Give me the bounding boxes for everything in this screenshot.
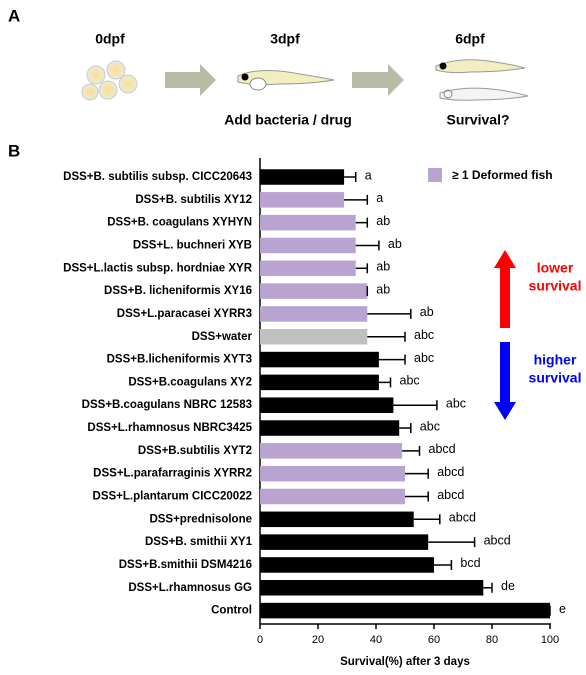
bar: [260, 420, 400, 436]
category-label: Control: [211, 605, 252, 617]
significance-label: bcd: [460, 556, 480, 570]
category-label: DSS+L.parafarraginis XYRR2: [93, 468, 252, 480]
larva: [237, 70, 335, 91]
significance-label: ab: [376, 214, 390, 228]
x-axis-title: Survival(%) after 3 days: [340, 656, 470, 668]
stage-label: 3dpf: [270, 31, 300, 47]
category-label: DSS+L.rhamnosus GG: [128, 582, 252, 594]
bar: [260, 260, 356, 277]
bar: [260, 306, 368, 322]
significance-label: ab: [376, 260, 390, 274]
panel-label: B: [8, 141, 20, 160]
bar: [260, 443, 403, 459]
arrow-label: higher: [534, 352, 577, 368]
significance-label: abcd: [437, 488, 464, 502]
arrow-label: survival: [529, 370, 582, 386]
significance-label: abc: [400, 374, 420, 388]
significance-label: de: [501, 579, 515, 593]
category-label: DSS+L.paracasei XYRR3: [117, 308, 252, 320]
significance-label: abcd: [449, 511, 476, 525]
bar: [260, 169, 345, 185]
bar: [260, 488, 405, 505]
category-label: DSS+B. subtilis XY12: [135, 194, 252, 206]
bar: [260, 237, 356, 254]
significance-label: a: [376, 191, 383, 205]
bar: [260, 328, 368, 345]
category-label: DSS+B.subtilis XYT2: [138, 445, 252, 457]
significance-label: ab: [376, 282, 390, 296]
step-label: Survival?: [446, 112, 509, 128]
bar: [260, 374, 379, 391]
panel-label: A: [8, 6, 20, 25]
category-label: DSS+L. buchneri XYB: [133, 240, 252, 252]
bar: [260, 580, 484, 596]
bar: [260, 397, 394, 413]
significance-label: abcd: [484, 533, 511, 547]
arrow-label: lower: [537, 260, 574, 276]
larva-dead: [439, 87, 529, 101]
category-label: DSS+L.plantarum CICC20022: [93, 491, 252, 503]
x-tick-label: 100: [541, 634, 559, 646]
stage-label: 0dpf: [95, 31, 125, 47]
category-label: DSS+B. licheniformis XY16: [104, 285, 252, 297]
arrow-label: survival: [529, 278, 582, 294]
category-label: DSS+B. smithii XY1: [145, 536, 253, 548]
category-label: DSS+B.licheniformis XYT3: [107, 354, 252, 366]
category-label: DSS+B. coagulans XYHYN: [107, 217, 252, 229]
category-label: DSS+B.coagulans XY2: [128, 376, 252, 388]
bar: [260, 192, 345, 208]
bar: [260, 283, 368, 299]
significance-label: abc: [446, 397, 466, 411]
category-label: DSS+B.coagulans NBRC 12583: [82, 399, 252, 411]
category-label: DSS+B.smithii DSM4216: [119, 559, 252, 571]
process-arrow: [165, 64, 216, 96]
x-tick-label: 20: [312, 634, 324, 646]
direction-arrow: [494, 250, 516, 328]
legend-label: ≥ 1 Deformed fish: [452, 168, 553, 182]
significance-label: abc: [414, 351, 434, 365]
direction-arrow: [494, 342, 516, 420]
legend-swatch: [428, 168, 442, 182]
process-arrow: [352, 64, 404, 96]
category-label: DSS+L.lactis subsp. hordniae XYR: [63, 262, 253, 274]
category-label: DSS+water: [192, 331, 253, 343]
larva-alive: [435, 59, 526, 74]
x-tick-label: 40: [370, 634, 382, 646]
bar: [260, 534, 429, 550]
stage-label: 6dpf: [455, 31, 485, 47]
bar: [260, 511, 414, 528]
step-label: Add bacteria / drug: [224, 112, 352, 128]
x-tick-label: 60: [428, 634, 440, 646]
category-label: DSS+L.rhamnosus NBRC3425: [87, 422, 252, 434]
significance-label: ab: [420, 305, 434, 319]
category-label: DSS+prednisolone: [149, 513, 252, 525]
bar: [260, 557, 434, 573]
x-tick-label: 80: [486, 634, 498, 646]
significance-label: abcd: [429, 442, 456, 456]
bar: [260, 465, 405, 482]
significance-label: ab: [388, 237, 402, 251]
significance-label: e: [559, 602, 566, 616]
category-label: DSS+B. subtilis subsp. CICC20643: [63, 171, 252, 183]
bar: [260, 214, 356, 231]
x-tick-label: 0: [257, 634, 263, 646]
bar: [260, 602, 550, 619]
significance-label: a: [365, 168, 372, 182]
significance-label: abc: [420, 419, 440, 433]
bar: [260, 351, 379, 368]
eggs: [81, 60, 138, 101]
significance-label: abc: [414, 328, 434, 342]
significance-label: abcd: [437, 465, 464, 479]
